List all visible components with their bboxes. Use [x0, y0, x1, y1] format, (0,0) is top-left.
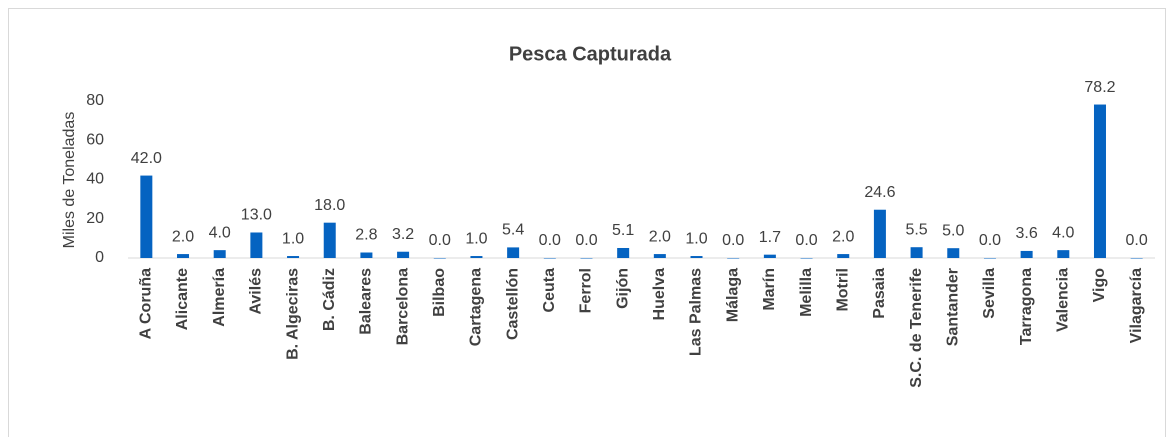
data-label: 78.2	[1084, 79, 1115, 96]
data-label: 3.2	[392, 226, 414, 243]
data-label: 4.0	[1052, 224, 1074, 241]
bar	[507, 247, 520, 258]
bar	[140, 175, 153, 258]
data-label: 1.0	[465, 230, 487, 247]
x-tick-label: Santander	[944, 268, 961, 346]
bar	[1093, 104, 1106, 258]
bar	[653, 254, 666, 258]
data-label: 18.0	[314, 197, 345, 214]
data-label: 1.0	[282, 230, 304, 247]
y-tick-label: 0	[95, 249, 104, 266]
bar	[323, 222, 336, 258]
bar	[1020, 250, 1033, 258]
bar	[433, 258, 446, 259]
x-tick-label: Málaga	[724, 268, 741, 322]
x-tick-label: Sevilla	[981, 268, 998, 319]
x-tick-label: Ferrol	[578, 268, 595, 313]
bar	[800, 258, 813, 259]
data-label: 0.0	[795, 232, 817, 249]
x-tick-label: Almería	[211, 268, 228, 327]
bar	[470, 256, 483, 258]
data-label: 0.0	[539, 232, 561, 249]
x-tick-label: Valencia	[1055, 268, 1072, 332]
bar	[947, 248, 960, 258]
x-tick-label: Melilla	[798, 268, 815, 317]
x-tick-label: Cartagena	[468, 268, 485, 346]
bar	[177, 254, 190, 258]
data-label: 0.0	[722, 232, 744, 249]
y-tick-label: 60	[86, 131, 104, 148]
bar	[617, 247, 630, 258]
y-axis-title: Miles de Toneladas	[61, 112, 78, 249]
x-tick-label: Ceuta	[541, 268, 558, 313]
chart-frame	[8, 8, 1166, 437]
bar	[873, 209, 886, 258]
data-label: 2.8	[355, 227, 377, 244]
data-label: 5.5	[905, 221, 927, 238]
x-tick-label: A Coruña	[138, 268, 155, 340]
bar	[287, 256, 300, 258]
bar	[1057, 250, 1070, 258]
bar	[397, 251, 410, 258]
x-tick-label: B. Cádiz	[321, 268, 338, 331]
data-label: 42.0	[131, 150, 162, 167]
y-tick-label: 80	[86, 92, 104, 109]
data-label: 5.4	[502, 222, 524, 239]
x-tick-label: Bilbao	[431, 268, 448, 317]
y-tick-label: 40	[86, 171, 104, 188]
bar	[983, 258, 996, 259]
x-tick-label: Tarragona	[1018, 268, 1035, 345]
data-label: 5.0	[942, 222, 964, 239]
x-tick-label: Avilés	[248, 268, 265, 315]
chart-title: Pesca Capturada	[509, 43, 672, 65]
x-tick-label: Pasaia	[871, 268, 888, 319]
x-tick-label: Vilagarcía	[1128, 268, 1145, 343]
data-label: 0.0	[429, 232, 451, 249]
data-label: 1.7	[759, 229, 781, 246]
bar	[763, 254, 776, 258]
bar	[543, 258, 556, 259]
data-label: 2.0	[172, 228, 194, 245]
x-tick-label: S.C. de Tenerife	[908, 268, 925, 388]
data-label: 5.1	[612, 222, 634, 239]
bar	[690, 256, 703, 258]
x-tick-label: Baleares	[358, 268, 375, 335]
bar	[250, 232, 263, 258]
data-label: 0.0	[1126, 232, 1148, 249]
bar	[1130, 258, 1143, 259]
data-label: 0.0	[575, 232, 597, 249]
x-tick-label: Marín	[761, 268, 778, 311]
x-tick-label: B. Algeciras	[284, 268, 301, 360]
bar	[727, 258, 740, 259]
x-tick-label: Gijón	[614, 268, 631, 309]
data-label: 2.0	[832, 228, 854, 245]
x-tick-label: Vigo	[1091, 268, 1108, 303]
bar	[910, 247, 923, 258]
x-tick-label: Castellón	[504, 268, 521, 340]
x-tick-label: Alicante	[174, 268, 191, 330]
x-tick-label: Motril	[834, 268, 851, 312]
x-tick-label: Huelva	[651, 268, 668, 321]
bar	[837, 254, 850, 258]
data-label: 13.0	[241, 207, 272, 224]
data-label: 3.6	[1016, 225, 1038, 242]
data-label: 24.6	[864, 184, 895, 201]
data-label: 4.0	[209, 224, 231, 241]
bar	[360, 252, 373, 258]
bar	[213, 250, 226, 258]
data-label: 2.0	[649, 228, 671, 245]
data-label: 0.0	[979, 232, 1001, 249]
x-tick-label: Barcelona	[394, 268, 411, 345]
x-tick-label: Las Palmas	[688, 268, 705, 356]
y-tick-label: 20	[86, 210, 104, 227]
bar	[580, 258, 593, 259]
data-label: 1.0	[685, 230, 707, 247]
